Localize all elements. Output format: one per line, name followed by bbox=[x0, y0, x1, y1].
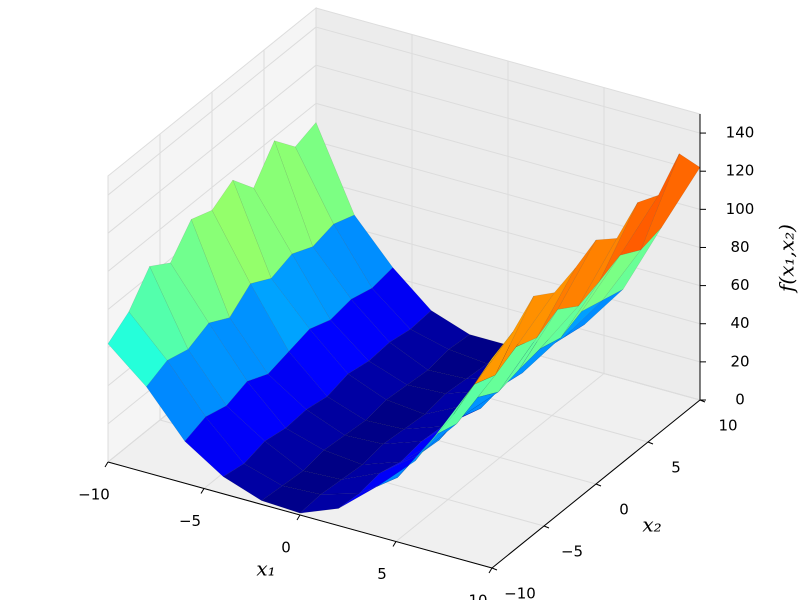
y-tick bbox=[491, 567, 498, 571]
surface-patch bbox=[453, 331, 514, 415]
grid-line bbox=[315, 102, 701, 210]
surface bbox=[107, 121, 701, 514]
axis-line bbox=[107, 461, 493, 569]
surface-patch bbox=[515, 268, 576, 348]
x-tick-label: 0 bbox=[281, 539, 291, 557]
axis-line bbox=[491, 399, 701, 569]
x-tick bbox=[200, 488, 205, 494]
grid-line bbox=[107, 26, 317, 196]
surface-patch bbox=[536, 239, 597, 338]
y-tick bbox=[595, 483, 602, 487]
z-tick-label: 60 bbox=[730, 276, 749, 294]
x-tick-label: −10 bbox=[78, 486, 110, 504]
grid-line bbox=[107, 102, 317, 272]
z-axis-label: f(x₁,x₂) bbox=[775, 224, 799, 294]
grid-line bbox=[107, 64, 317, 234]
y-axis-label: x₂ bbox=[642, 513, 661, 537]
x-tick bbox=[392, 541, 397, 547]
x-tick-label: 5 bbox=[377, 565, 387, 583]
y-tick-label: −10 bbox=[504, 585, 536, 600]
grid-line bbox=[315, 26, 701, 134]
x-axis-label: x₁ bbox=[256, 557, 275, 581]
z-tick-label: 120 bbox=[726, 162, 755, 180]
surface-patch bbox=[557, 238, 618, 310]
x-tick bbox=[488, 567, 493, 574]
x-tick-label: −5 bbox=[179, 512, 201, 530]
z-tick-label: 0 bbox=[735, 391, 745, 409]
z-tick-label: 40 bbox=[730, 314, 749, 332]
surface-patch bbox=[473, 295, 534, 385]
y-tick-label: 0 bbox=[619, 501, 629, 519]
surface-patch bbox=[619, 153, 680, 256]
z-tick-label: 100 bbox=[726, 200, 755, 218]
grid-line bbox=[315, 64, 701, 172]
y-tick bbox=[647, 441, 654, 445]
y-tick-label: −5 bbox=[561, 543, 583, 561]
z-tick-label: 80 bbox=[730, 238, 749, 256]
z-tick-label: 140 bbox=[726, 124, 755, 142]
y-tick-label: 5 bbox=[671, 459, 681, 477]
y-tick bbox=[543, 525, 550, 529]
y-tick-label: 10 bbox=[718, 417, 737, 435]
x-tick bbox=[296, 514, 301, 521]
x-tick-label: 10 bbox=[468, 592, 487, 600]
grid-line bbox=[315, 217, 701, 325]
z-tick-label: 20 bbox=[730, 352, 749, 370]
x-tick bbox=[104, 461, 109, 468]
